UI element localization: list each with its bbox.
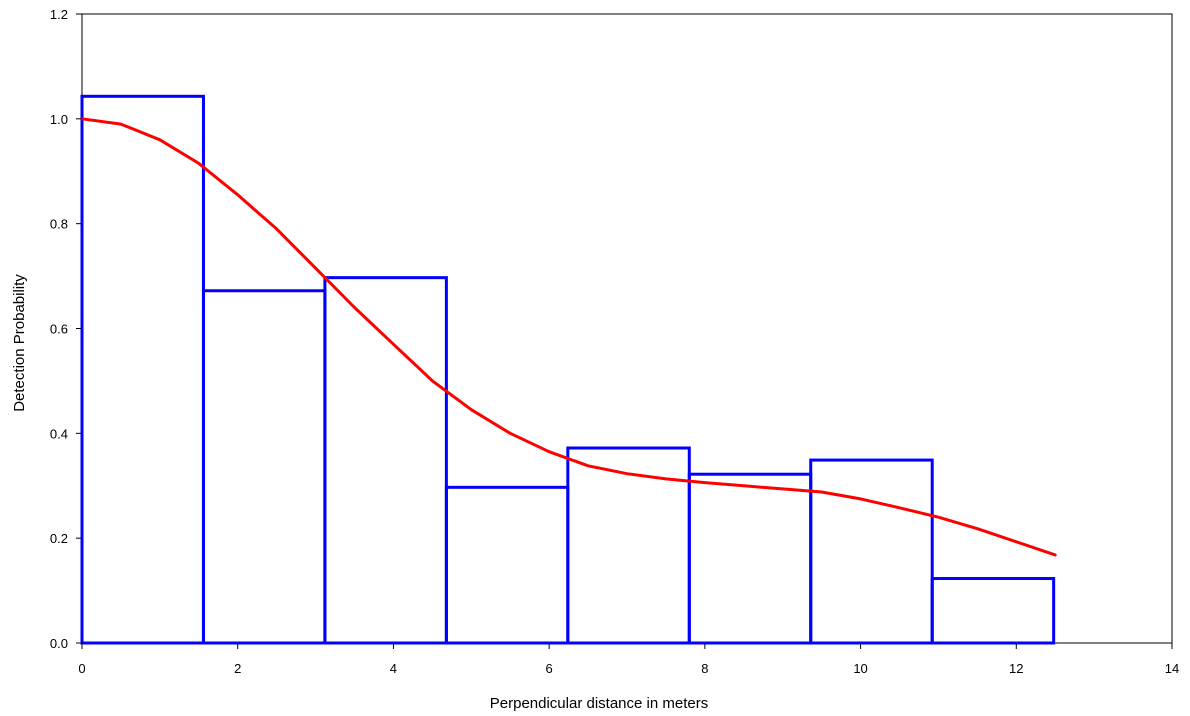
x-tick-label: 10 [853, 661, 867, 676]
x-axis-title: Perpendicular distance in meters [490, 695, 708, 712]
histogram-bar [80, 94, 205, 645]
x-tick-label: 14 [1165, 661, 1179, 676]
y-tick-label: 0.2 [50, 531, 68, 546]
histogram-bar [201, 289, 327, 645]
y-tick-label: 0.0 [50, 636, 68, 651]
plot-area [81, 13, 1173, 644]
y-tick-label: 0.6 [50, 322, 68, 337]
y-axis-title: Detection Probability [11, 274, 28, 412]
x-tick-label: 6 [546, 661, 553, 676]
histogram-bar [566, 446, 691, 645]
fitted-curve-line [80, 117, 1057, 557]
x-tick-label: 4 [390, 661, 397, 676]
plot-frame [81, 13, 1173, 644]
y-tick-label: 0.4 [50, 426, 68, 441]
x-tick-label: 0 [78, 661, 85, 676]
histogram-bar [444, 485, 570, 645]
y-tick-label: 1.2 [50, 7, 68, 22]
histogram-bar [930, 577, 1056, 645]
x-tick-label: 12 [1009, 661, 1023, 676]
histogram-bar [687, 472, 813, 645]
axes: 0 2 4 6 8 10 12 14 0.0 0.2 0.4 0.6 0.8 1.0 1.2 [50, 7, 1179, 676]
histogram-bars [80, 94, 1056, 645]
histogram-bar [323, 276, 448, 645]
fitted-curve-layer [80, 117, 1057, 557]
histogram-bar [809, 458, 934, 645]
y-tick-label: 0.8 [50, 217, 68, 232]
x-tick-label: 2 [234, 661, 241, 676]
x-tick-label: 8 [701, 661, 708, 676]
y-tick-label: 1.0 [50, 112, 68, 127]
